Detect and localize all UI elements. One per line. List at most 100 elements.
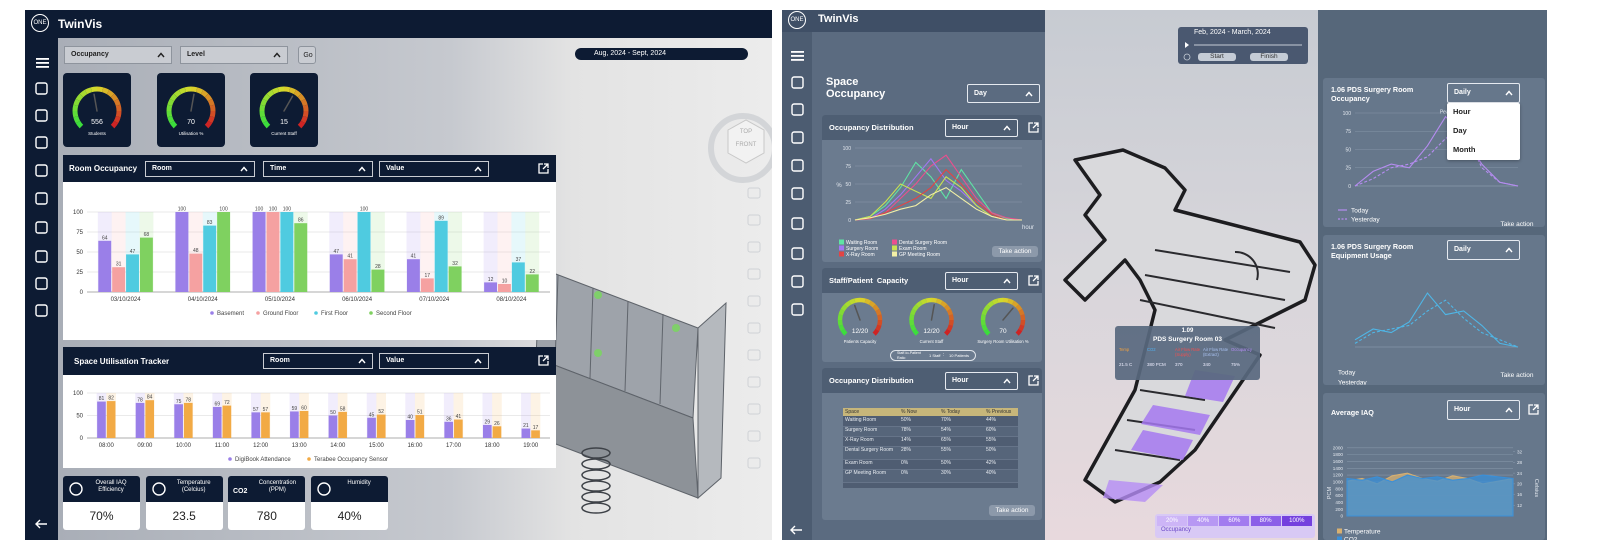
dropdown[interactable]: Daily xyxy=(1447,83,1520,103)
tile-header: Temperature (Celcius) xyxy=(145,476,223,502)
tile-icon: CO2 xyxy=(233,488,248,495)
gauge-arc xyxy=(300,98,308,107)
nav-icon[interactable] xyxy=(35,192,48,205)
tick-label: 1800 xyxy=(1333,452,1344,457)
gauge-arc xyxy=(297,120,306,129)
nav-icon[interactable] xyxy=(35,250,48,263)
nav-icon[interactable] xyxy=(35,82,48,95)
export-glyph[interactable] xyxy=(1528,404,1539,415)
export-glyph[interactable] xyxy=(1028,122,1039,133)
dropdown-option[interactable]: Day xyxy=(1453,126,1467,135)
line xyxy=(1354,126,1519,187)
dropdown[interactable]: Level xyxy=(180,46,288,64)
bar xyxy=(212,406,222,438)
nav-icon[interactable] xyxy=(35,109,48,122)
nav-icon[interactable] xyxy=(791,275,804,288)
dropdown[interactable]: Value xyxy=(379,161,489,177)
gauge-arc xyxy=(946,324,953,332)
nav-icon[interactable] xyxy=(791,187,804,200)
tile-icon-glyph xyxy=(317,482,331,496)
dropdown[interactable]: Value xyxy=(379,353,489,369)
panel: 1.06 PDS Surgery Room Occupancy Daily 0 25 5… xyxy=(1323,78,1545,230)
toolbar-icon xyxy=(747,214,761,226)
bar-track xyxy=(482,393,493,438)
nav-icon[interactable] xyxy=(791,103,804,116)
nav-icon[interactable] xyxy=(35,221,48,234)
nav-icon[interactable] xyxy=(791,247,804,260)
dropdown-option[interactable]: Hour xyxy=(1453,107,1471,116)
back-icon[interactable] xyxy=(35,519,47,529)
button[interactable]: Start xyxy=(1198,53,1236,61)
button[interactable]: Take action xyxy=(989,505,1035,516)
dropdown[interactable]: Hour xyxy=(1447,400,1520,420)
legend-step-label: 80% xyxy=(1259,518,1272,524)
dropdown-option[interactable]: Month xyxy=(1453,145,1476,154)
legend-marker xyxy=(839,239,844,245)
back-icon[interactable] xyxy=(790,525,802,535)
dropdown[interactable]: Room xyxy=(145,161,255,177)
table-cell: 14% xyxy=(901,437,912,443)
toolbar-icon xyxy=(747,187,761,199)
export-glyph[interactable] xyxy=(538,355,549,366)
menu-icon[interactable] xyxy=(36,66,49,68)
chevron xyxy=(1505,247,1513,253)
nav-icon[interactable] xyxy=(35,136,48,149)
nav-icon[interactable] xyxy=(791,159,804,172)
nav-icon[interactable] xyxy=(791,217,804,230)
export-icon xyxy=(1528,404,1539,415)
nav-icon[interactable] xyxy=(791,303,804,316)
legend-step-label: 40% xyxy=(1197,518,1210,524)
tile-value: 70% xyxy=(89,509,114,523)
bar xyxy=(521,428,531,438)
gauge-arc xyxy=(848,298,856,305)
dropdown[interactable]: Day xyxy=(967,84,1040,103)
play-icon[interactable] xyxy=(1185,42,1189,48)
panel-title: 1.06 PDS Surgery Room Occupancy xyxy=(1331,85,1414,103)
bar-track xyxy=(405,393,415,438)
menu-icon[interactable] xyxy=(791,59,804,61)
tick-label: 75 xyxy=(845,164,851,170)
table-header: Space % Now % Today % Previous xyxy=(843,408,1018,416)
legend-step: 20% xyxy=(1157,516,1187,526)
menu-icon[interactable] xyxy=(791,51,804,53)
gauge-arc xyxy=(293,89,302,98)
dropdown-label: Value xyxy=(386,165,405,172)
bar xyxy=(328,415,338,438)
button[interactable]: Finish xyxy=(1250,53,1288,61)
button[interactable]: Go xyxy=(298,46,316,64)
stair-ring xyxy=(581,491,611,503)
menu-icon[interactable] xyxy=(791,55,804,57)
dropdown[interactable]: Hour xyxy=(945,119,1018,137)
menu-icon[interactable] xyxy=(36,62,49,64)
button[interactable]: Take action xyxy=(1493,370,1541,381)
export-glyph[interactable] xyxy=(1028,375,1039,386)
dropdown[interactable]: Room xyxy=(263,353,373,369)
export-glyph[interactable] xyxy=(538,163,549,174)
nav-icon[interactable] xyxy=(35,164,48,177)
bar xyxy=(112,267,126,292)
legend-marker xyxy=(256,311,260,315)
dropdown[interactable]: Time xyxy=(263,161,373,177)
bar-value-label: 69 xyxy=(214,401,220,407)
nav-icon[interactable] xyxy=(791,76,804,89)
room-highlight xyxy=(1131,430,1193,460)
dropdown[interactable]: Occupancy xyxy=(64,46,172,64)
export-glyph[interactable] xyxy=(1028,275,1039,286)
button[interactable]: Take action xyxy=(1493,219,1541,230)
button[interactable]: Take action xyxy=(992,246,1038,257)
tile-value: 780 xyxy=(256,509,277,523)
chevron-icon xyxy=(273,52,281,58)
chevron xyxy=(1505,90,1513,96)
nav-icon[interactable] xyxy=(791,131,804,144)
dropdown[interactable]: Hour xyxy=(945,272,1018,290)
bar xyxy=(415,415,425,438)
dropdown[interactable]: Daily xyxy=(1447,240,1520,260)
nav-icon[interactable] xyxy=(35,304,48,317)
menu-icon[interactable] xyxy=(36,58,49,60)
gauge-value: 70 xyxy=(999,328,1007,335)
dropdown[interactable]: Hour xyxy=(945,372,1018,390)
tick-label: 25 xyxy=(1345,166,1351,172)
nav-icon[interactable] xyxy=(35,277,48,290)
gauge-arc xyxy=(113,115,121,124)
bar-value-label: 83 xyxy=(207,220,213,226)
